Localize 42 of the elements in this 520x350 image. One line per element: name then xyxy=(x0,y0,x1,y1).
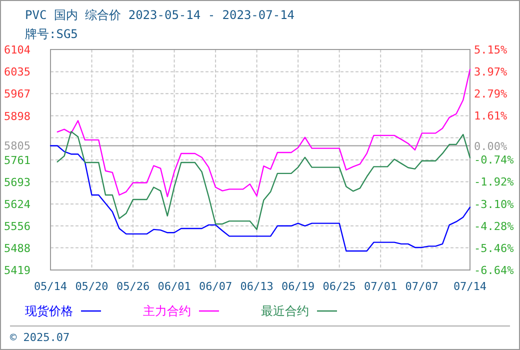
x-tick-label: 06/19 xyxy=(282,280,315,293)
x-tick-label: 07/14 xyxy=(453,280,487,293)
y2-tick-label: 2.79% xyxy=(474,88,508,101)
y-tick-label: 6104 xyxy=(4,44,31,56)
y-tick-label: 6035 xyxy=(4,66,30,79)
y2-tick-label: 3.97% xyxy=(474,66,508,79)
y-tick-label: 5967 xyxy=(4,88,30,101)
y2-tick-label: -0.74% xyxy=(474,154,514,167)
y2-tick-label: 0.00% xyxy=(474,140,508,153)
y2-tick-label: -3.10% xyxy=(474,198,514,211)
x-tick-label: 07/07 xyxy=(405,280,438,293)
x-tick-label: 05/14 xyxy=(34,280,68,293)
x-tick-label: 05/26 xyxy=(116,280,150,293)
legend-label: 现货价格 xyxy=(25,304,73,318)
y2-tick-label: -4.28% xyxy=(474,220,514,233)
x-tick-label: 06/25 xyxy=(322,280,356,293)
legend-label: 最近合约 xyxy=(261,304,309,318)
y-tick-label: 5761 xyxy=(4,154,30,167)
y2-tick-label: -5.46% xyxy=(474,242,514,255)
y2-tick-label: -6.64% xyxy=(474,264,514,277)
line-series xyxy=(56,130,471,230)
chart-subtitle: 牌号:SG5 xyxy=(25,27,78,41)
y2-tick-label: 5.15% xyxy=(474,44,508,56)
y-tick-label: 5419 xyxy=(4,264,30,277)
line-series xyxy=(50,145,471,252)
x-tick-label: 06/07 xyxy=(198,280,232,293)
x-tick-label: 06/13 xyxy=(240,280,274,293)
y-tick-label: 5693 xyxy=(4,176,30,189)
chart-title: PVC 国内 综合价 2023-05-14 - 2023-07-14 xyxy=(25,8,295,22)
y-tick-label: 5488 xyxy=(4,242,30,255)
text: © 2025.07 xyxy=(10,331,70,344)
y2-tick-label: -1.92% xyxy=(474,176,514,189)
x-tick-label: 05/20 xyxy=(75,280,108,293)
line-series xyxy=(56,68,471,198)
y-tick-label: 5556 xyxy=(4,220,30,233)
x-tick-label: 07/01 xyxy=(364,280,398,293)
x-tick-label: 06/01 xyxy=(158,280,191,293)
y-tick-label: 5898 xyxy=(4,110,30,123)
ref-line-label: 5805 xyxy=(4,140,30,153)
y-tick-label: 5624 xyxy=(4,198,31,212)
y2-tick-label: 1.61% xyxy=(474,110,508,123)
legend-label: 主力合约 xyxy=(143,304,191,318)
